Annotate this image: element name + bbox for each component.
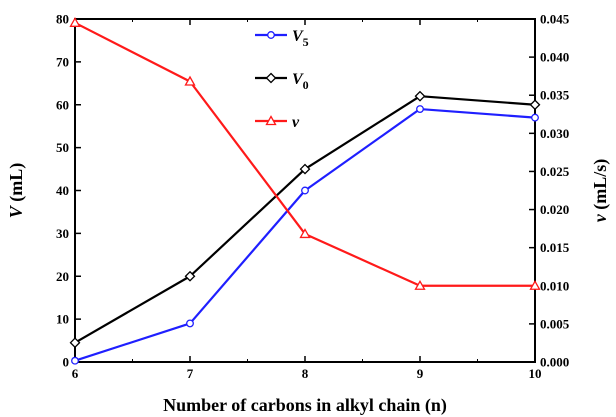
data-point-v0 xyxy=(414,90,426,102)
y-right-tick-label: 0.025 xyxy=(540,164,570,179)
data-point-v0 xyxy=(184,270,196,282)
y-left-tick-label: 10 xyxy=(56,312,69,327)
x-axis-title: Number of carbons in alkyl chain (n) xyxy=(163,395,447,416)
y-left-tick-label: 50 xyxy=(56,140,69,155)
legend-label-v5: V5 xyxy=(292,28,309,49)
data-point-v xyxy=(529,279,541,290)
y-left-tick-label: 30 xyxy=(56,226,69,241)
y-left-tick-label: 60 xyxy=(56,97,69,112)
y-right-tick-label: 0.000 xyxy=(540,355,569,370)
data-point-v5 xyxy=(71,356,79,365)
legend-marker-v0 xyxy=(265,72,277,84)
data-point-v0 xyxy=(529,99,541,111)
axes-group: 6 7 8 9 10 0 10 20 30 40 50 60 70 80 0.000 0.005 0.010 0.… xyxy=(56,12,570,382)
x-tick-label: 10 xyxy=(529,366,542,381)
y-left-tick-label: 0 xyxy=(63,355,70,370)
y-axis-left-title: V (mL) xyxy=(6,163,27,219)
legend-marker-v5 xyxy=(267,31,275,39)
y-left-tick-label: 80 xyxy=(56,12,69,27)
y-right-tick-label: 0.030 xyxy=(540,126,569,141)
data-point-v0 xyxy=(69,337,81,349)
y-left-tick-label: 20 xyxy=(56,269,69,284)
data-point-v5 xyxy=(301,186,309,195)
series-line-v xyxy=(74,21,535,287)
y-axis-right-title: v (mL/s) xyxy=(590,159,611,223)
series-group xyxy=(69,16,541,365)
data-point-v5 xyxy=(186,319,194,328)
y-left-tick-label: 40 xyxy=(56,183,69,198)
y-right-tick-label: 0.015 xyxy=(540,240,570,255)
x-tick-label: 9 xyxy=(417,366,424,381)
x-tick-label: 8 xyxy=(302,366,309,381)
data-point-v xyxy=(299,228,311,239)
data-point-v5 xyxy=(416,105,424,113)
y-left-tick-label: 70 xyxy=(56,54,69,69)
data-point-v xyxy=(69,16,81,27)
legend-marker-v xyxy=(265,115,277,126)
x-tick-label: 6 xyxy=(72,366,79,381)
legend: V5 V0 v xyxy=(255,28,309,131)
y-right-tick-label: 0.040 xyxy=(540,50,569,65)
y-right-tick-label: 0.035 xyxy=(540,88,570,103)
y-right-tick-label: 0.020 xyxy=(540,202,569,217)
legend-label-v: v xyxy=(292,114,300,131)
y-right-tick-label: 0.045 xyxy=(540,12,570,27)
legend-label-v0: V0 xyxy=(292,71,309,92)
data-point-v xyxy=(414,279,426,290)
data-point-v5 xyxy=(531,113,539,122)
data-point-v0 xyxy=(299,163,311,175)
y-right-tick-label: 0.010 xyxy=(540,278,569,293)
y-right-tick-label: 0.005 xyxy=(540,316,570,331)
series-line-v0 xyxy=(74,95,536,344)
data-point-v xyxy=(184,75,196,86)
x-tick-label: 7 xyxy=(187,366,194,381)
